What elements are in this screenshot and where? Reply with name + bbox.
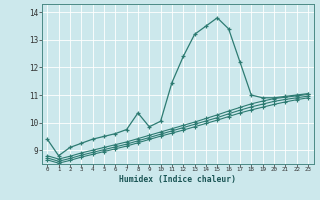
X-axis label: Humidex (Indice chaleur): Humidex (Indice chaleur): [119, 175, 236, 184]
